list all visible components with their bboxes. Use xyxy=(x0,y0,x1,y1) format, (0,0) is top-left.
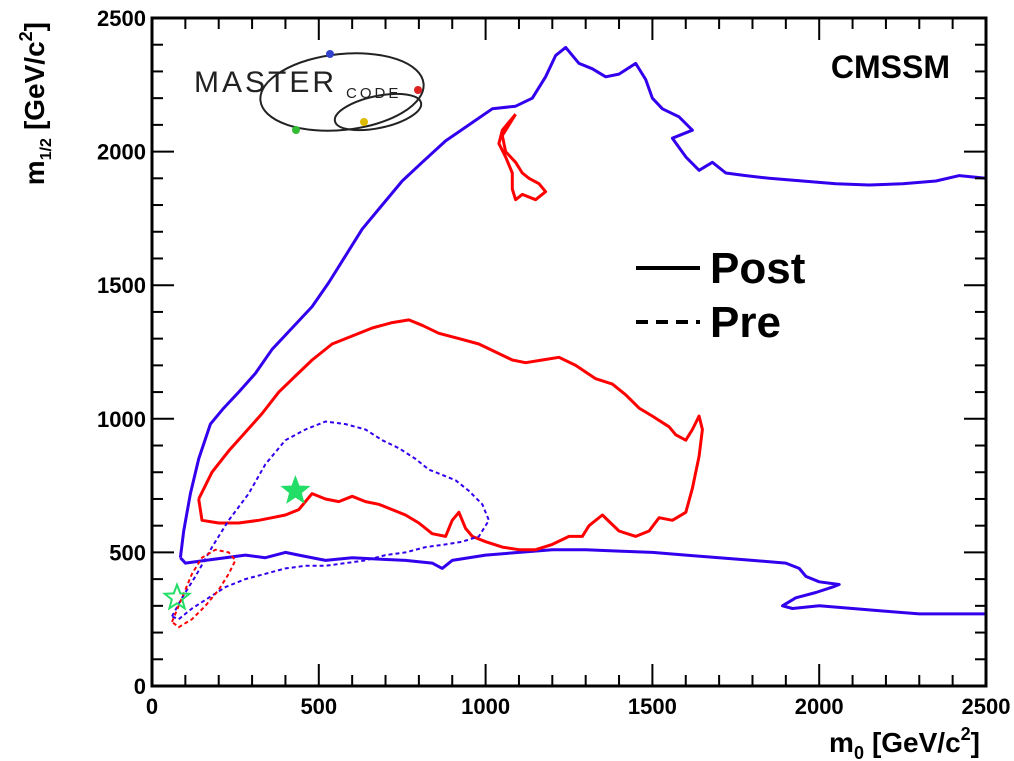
y-tick-label: 2500 xyxy=(97,6,146,31)
marker-layer xyxy=(162,475,311,611)
x-tick-label: 500 xyxy=(300,694,337,719)
x-tick-label: 0 xyxy=(146,694,158,719)
y-tick-label: 2000 xyxy=(97,140,146,165)
logo-text-main: MASTER xyxy=(194,66,337,99)
tick-layer xyxy=(151,17,987,687)
y-tick-label: 1000 xyxy=(97,407,146,432)
x-axis-title: m0 [GeV/c2] xyxy=(829,724,980,761)
series-4-red-dashed xyxy=(171,548,237,629)
logo-dot-yellow xyxy=(360,118,368,126)
x-tick-label: 2500 xyxy=(962,694,1011,719)
y-tick-label: 0 xyxy=(134,674,146,699)
legend-label-post: Post xyxy=(710,244,806,293)
mastercode-logo: MASTER CODE xyxy=(194,50,425,134)
series-3-blue-dashed xyxy=(171,420,490,621)
logo-dot-red xyxy=(414,86,422,94)
x-tick-label: 2000 xyxy=(795,694,844,719)
series-2-red-solid xyxy=(497,113,548,202)
y-tick-label: 500 xyxy=(109,540,146,565)
x-tick-label: 1500 xyxy=(628,694,677,719)
legend: Post Pre xyxy=(636,244,806,347)
logo-text-small: CODE xyxy=(346,85,401,102)
x-tick-labels: 0 500 1000 1500 2000 2500 xyxy=(146,694,1011,719)
logo-dot-blue xyxy=(326,50,334,58)
y-tick-labels: 0 500 1000 1500 2000 2500 xyxy=(97,6,146,699)
logo-dot-green xyxy=(292,126,300,134)
marker-filled-star xyxy=(280,475,311,504)
legend-label-pre: Pre xyxy=(710,298,781,347)
plot-frame xyxy=(150,16,988,688)
marker-open-star xyxy=(162,581,193,611)
model-label: CMSSM xyxy=(831,49,950,85)
y-tick-label: 1500 xyxy=(97,273,146,298)
series-0-blue-solid xyxy=(178,45,986,616)
x-tick-label: 1000 xyxy=(461,694,510,719)
series-1-red-solid xyxy=(197,318,704,552)
logo-ellipse-inner xyxy=(333,92,423,132)
y-axis-title: m1/2[GeV/c2] xyxy=(16,22,55,185)
series-layer xyxy=(171,45,986,629)
